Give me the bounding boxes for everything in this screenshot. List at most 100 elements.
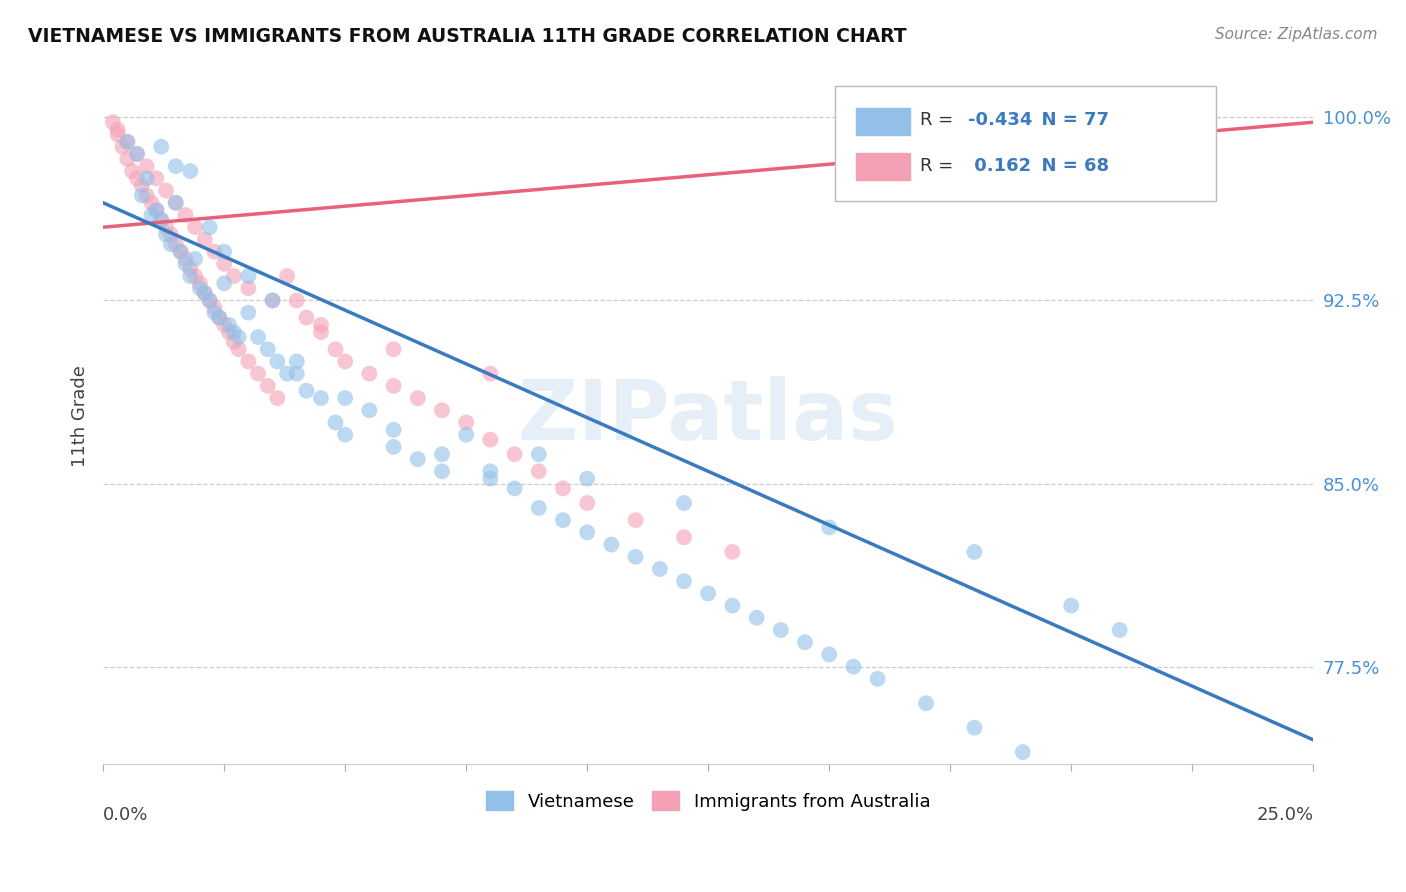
Point xyxy=(198,293,221,308)
Point xyxy=(382,379,405,393)
Point xyxy=(131,178,153,193)
Point xyxy=(456,416,478,430)
Point xyxy=(359,367,381,381)
Point xyxy=(551,482,574,496)
Point xyxy=(179,261,201,276)
Text: VIETNAMESE VS IMMIGRANTS FROM AUSTRALIA 11TH GRADE CORRELATION CHART: VIETNAMESE VS IMMIGRANTS FROM AUSTRALIA … xyxy=(28,27,907,45)
Text: N = 77: N = 77 xyxy=(1029,111,1109,129)
Point xyxy=(256,379,278,393)
Point xyxy=(218,318,240,332)
Point xyxy=(238,354,260,368)
Point xyxy=(218,325,240,339)
Point xyxy=(600,537,623,551)
Point xyxy=(745,611,768,625)
Point xyxy=(285,293,308,308)
Bar xyxy=(856,108,910,135)
Point xyxy=(179,268,201,283)
Point xyxy=(150,212,173,227)
Text: Source: ZipAtlas.com: Source: ZipAtlas.com xyxy=(1215,27,1378,42)
Point xyxy=(125,147,148,161)
Point xyxy=(325,416,347,430)
Point xyxy=(309,325,332,339)
Point xyxy=(228,343,250,357)
Point xyxy=(145,171,167,186)
Point xyxy=(222,268,245,283)
Point xyxy=(135,188,157,202)
Point xyxy=(769,623,792,637)
Text: 0.0%: 0.0% xyxy=(103,806,149,824)
Point xyxy=(479,464,502,478)
Point xyxy=(141,208,163,222)
Point xyxy=(117,152,139,166)
Point xyxy=(184,252,207,266)
Point xyxy=(125,147,148,161)
Point xyxy=(503,482,526,496)
Text: ZIPatlas: ZIPatlas xyxy=(517,376,898,457)
Point xyxy=(333,391,356,405)
Point xyxy=(141,195,163,210)
Point xyxy=(285,354,308,368)
Point xyxy=(204,301,226,315)
Point xyxy=(1060,599,1083,613)
Point xyxy=(1011,745,1033,759)
Point xyxy=(309,318,332,332)
Point xyxy=(188,281,211,295)
Point xyxy=(430,464,453,478)
Point xyxy=(208,310,231,325)
Point xyxy=(194,232,217,246)
Point xyxy=(174,252,197,266)
Point xyxy=(721,599,744,613)
Point xyxy=(145,203,167,218)
Point xyxy=(238,281,260,295)
Point xyxy=(238,268,260,283)
Point xyxy=(266,391,288,405)
Point xyxy=(247,367,270,381)
Point xyxy=(150,212,173,227)
Point xyxy=(359,403,381,417)
Point xyxy=(208,310,231,325)
Y-axis label: 11th Grade: 11th Grade xyxy=(72,366,89,467)
Point xyxy=(527,500,550,515)
Point xyxy=(382,343,405,357)
Text: 0.162: 0.162 xyxy=(969,157,1032,175)
Point xyxy=(107,128,129,142)
Point xyxy=(155,227,177,242)
Point xyxy=(155,184,177,198)
Point xyxy=(198,293,221,308)
Point xyxy=(866,672,889,686)
Text: R =: R = xyxy=(920,111,959,129)
Point xyxy=(111,139,134,153)
Point xyxy=(818,648,841,662)
Point xyxy=(101,115,124,129)
Point xyxy=(174,208,197,222)
Point xyxy=(333,354,356,368)
Text: R =: R = xyxy=(920,157,959,175)
Text: 25.0%: 25.0% xyxy=(1256,806,1313,824)
Point xyxy=(648,562,671,576)
Point xyxy=(169,244,191,259)
Point xyxy=(382,423,405,437)
Point xyxy=(276,268,298,283)
Point xyxy=(256,343,278,357)
Point xyxy=(382,440,405,454)
Point xyxy=(333,427,356,442)
Point xyxy=(107,122,129,136)
Point xyxy=(576,496,599,510)
FancyBboxPatch shape xyxy=(835,86,1216,201)
Point xyxy=(212,277,235,291)
Point xyxy=(295,310,318,325)
Point xyxy=(212,244,235,259)
Point xyxy=(406,391,429,405)
Point xyxy=(160,237,183,252)
Point xyxy=(576,472,599,486)
Bar xyxy=(856,153,910,180)
Point xyxy=(222,334,245,349)
Point xyxy=(915,696,938,710)
Point xyxy=(131,188,153,202)
Point xyxy=(479,433,502,447)
Text: -0.434: -0.434 xyxy=(969,111,1033,129)
Point xyxy=(204,305,226,319)
Point xyxy=(527,447,550,461)
Point xyxy=(406,452,429,467)
Point xyxy=(198,220,221,235)
